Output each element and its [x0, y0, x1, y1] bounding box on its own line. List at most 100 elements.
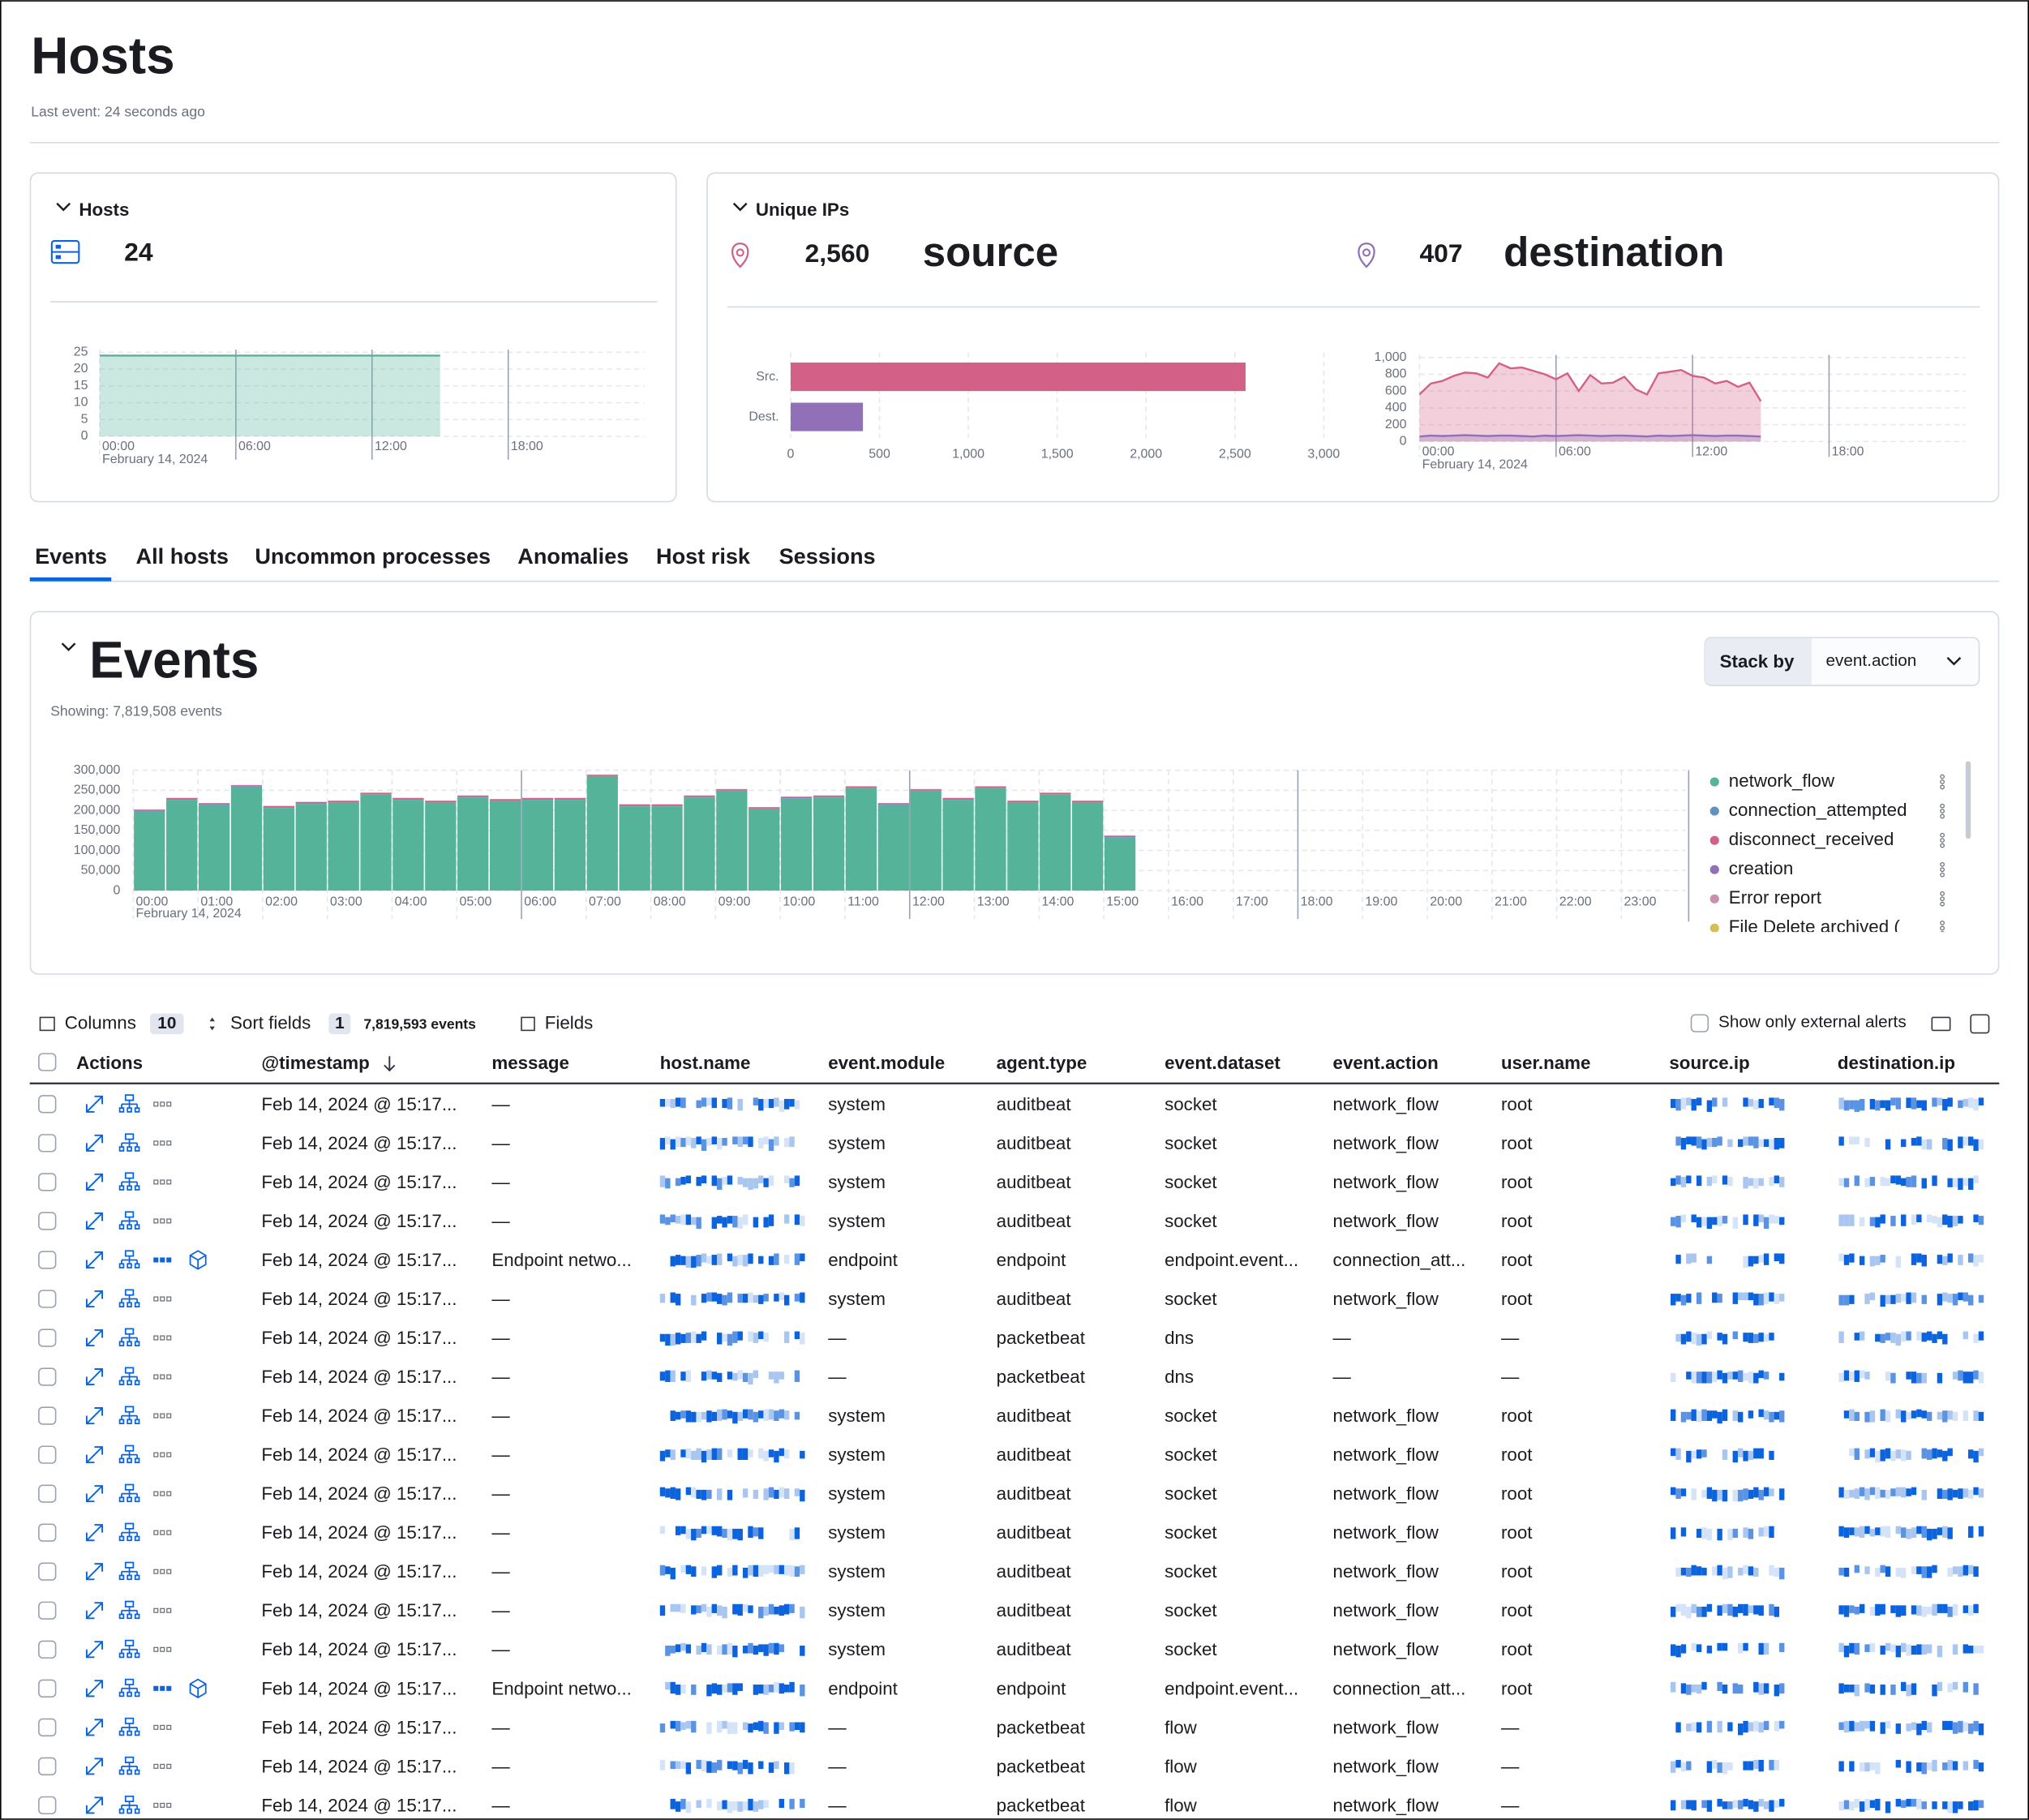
more-icon[interactable] — [160, 1491, 165, 1496]
more-icon[interactable] — [166, 1685, 172, 1691]
checkbox[interactable] — [1690, 1014, 1709, 1032]
row-checkbox[interactable] — [38, 1484, 57, 1503]
cell[interactable]: root — [1501, 1250, 1533, 1270]
column-header[interactable]: user.name — [1501, 1053, 1590, 1073]
row-checkbox[interactable] — [38, 1329, 57, 1347]
more-icon[interactable] — [166, 1218, 172, 1224]
expand-icon[interactable] — [85, 1602, 104, 1620]
more-icon[interactable] — [153, 1491, 159, 1496]
more-icon[interactable] — [153, 1608, 159, 1613]
more-icon[interactable] — [160, 1530, 165, 1535]
more-icon[interactable] — [160, 1101, 165, 1107]
tree-icon[interactable] — [118, 1639, 140, 1659]
row-checkbox[interactable] — [38, 1679, 57, 1698]
row-checkbox[interactable] — [38, 1251, 57, 1269]
more-icon[interactable] — [153, 1763, 159, 1769]
checkbox[interactable] — [38, 1053, 57, 1071]
more-icon[interactable] — [166, 1491, 172, 1496]
column-header[interactable]: host.name — [660, 1053, 751, 1073]
tree-icon[interactable] — [118, 1600, 140, 1620]
expand-icon[interactable] — [85, 1368, 104, 1386]
legend-entry[interactable]: Error report — [1729, 887, 1822, 908]
tab[interactable]: Uncommon processes — [255, 543, 491, 569]
row-checkbox[interactable] — [38, 1173, 57, 1191]
expand-icon[interactable] — [85, 1251, 104, 1268]
expand-icon[interactable] — [85, 1524, 104, 1542]
more-icon[interactable] — [166, 1802, 172, 1808]
more-icon[interactable] — [160, 1569, 165, 1574]
row-checkbox[interactable] — [38, 1757, 57, 1776]
more-icon[interactable] — [166, 1724, 172, 1730]
more-icon[interactable] — [153, 1646, 159, 1652]
expand-icon[interactable] — [85, 1173, 104, 1191]
column-header[interactable]: Actions — [76, 1053, 143, 1073]
column-header[interactable]: event.dataset — [1165, 1053, 1280, 1073]
expand-icon[interactable] — [85, 1563, 104, 1581]
row-checkbox[interactable] — [38, 1640, 57, 1659]
column-header[interactable]: destination.ip — [1838, 1053, 1955, 1073]
tree-icon[interactable] — [118, 1522, 140, 1542]
tab[interactable]: Events — [35, 543, 107, 569]
more-icon[interactable] — [160, 1763, 165, 1769]
more-icon[interactable] — [166, 1101, 172, 1107]
expand-icon[interactable] — [85, 1758, 104, 1775]
more-icon[interactable] — [166, 1413, 172, 1419]
analyze-icon[interactable] — [189, 1250, 207, 1270]
column-header[interactable]: @timestamp — [261, 1053, 369, 1073]
legend-entry[interactable]: disconnect_received — [1729, 829, 1894, 849]
more-icon[interactable] — [160, 1140, 165, 1146]
expand-icon[interactable] — [85, 1719, 104, 1736]
more-icon[interactable] — [166, 1374, 172, 1380]
tree-icon[interactable] — [118, 1406, 140, 1425]
column-header[interactable]: message — [491, 1053, 569, 1073]
more-icon[interactable] — [166, 1569, 172, 1574]
more-icon[interactable] — [153, 1218, 159, 1224]
tab[interactable]: All hosts — [136, 543, 229, 569]
expand-icon[interactable] — [85, 1680, 104, 1698]
checkbox-label[interactable]: Show only external alerts — [1718, 1012, 1907, 1031]
more-icon[interactable] — [160, 1335, 165, 1341]
more-icon[interactable] — [160, 1802, 165, 1808]
cell[interactable]: root — [1501, 1678, 1533, 1698]
tree-icon[interactable] — [118, 1133, 140, 1152]
more-icon[interactable] — [153, 1374, 159, 1380]
tree-icon[interactable] — [118, 1678, 140, 1698]
cell[interactable]: root — [1501, 1444, 1533, 1465]
row-checkbox[interactable] — [38, 1095, 57, 1114]
tab[interactable]: Host risk — [656, 543, 751, 569]
cell[interactable]: root — [1501, 1133, 1533, 1153]
more-icon[interactable] — [166, 1763, 172, 1769]
more-icon[interactable] — [153, 1452, 159, 1457]
more-icon[interactable] — [153, 1724, 159, 1730]
legend-entry[interactable]: connection_attempted — [1729, 800, 1907, 820]
more-icon[interactable] — [160, 1218, 165, 1224]
toolbar-button[interactable]: Sort fields — [230, 1012, 311, 1032]
row-checkbox[interactable] — [38, 1134, 57, 1153]
cell[interactable]: root — [1501, 1211, 1533, 1231]
more-icon[interactable] — [166, 1296, 172, 1302]
cell[interactable]: root — [1501, 1522, 1533, 1543]
more-icon[interactable] — [153, 1802, 159, 1808]
expand-icon[interactable] — [85, 1095, 104, 1113]
more-icon[interactable] — [153, 1179, 159, 1185]
expand-icon[interactable] — [85, 1641, 104, 1659]
more-icon[interactable] — [166, 1608, 172, 1613]
column-header[interactable]: source.ip — [1669, 1053, 1749, 1073]
more-icon[interactable] — [160, 1296, 165, 1302]
more-icon[interactable] — [153, 1569, 159, 1574]
more-icon[interactable] — [153, 1296, 159, 1302]
tab[interactable]: Anomalies — [517, 543, 628, 569]
tree-icon[interactable] — [118, 1094, 140, 1113]
fullscreen-icon[interactable] — [1970, 1014, 1990, 1034]
more-icon[interactable] — [166, 1140, 172, 1146]
row-checkbox[interactable] — [38, 1796, 57, 1815]
tree-icon[interactable] — [118, 1444, 140, 1464]
chevron[interactable] — [56, 202, 71, 212]
expand-icon[interactable] — [85, 1446, 104, 1464]
cell[interactable]: root — [1501, 1483, 1533, 1504]
more-icon[interactable] — [166, 1646, 172, 1652]
more-icon[interactable] — [160, 1413, 165, 1419]
analyze-icon[interactable] — [189, 1678, 207, 1698]
column-header[interactable]: agent.type — [997, 1053, 1087, 1073]
more-icon[interactable] — [153, 1335, 159, 1341]
